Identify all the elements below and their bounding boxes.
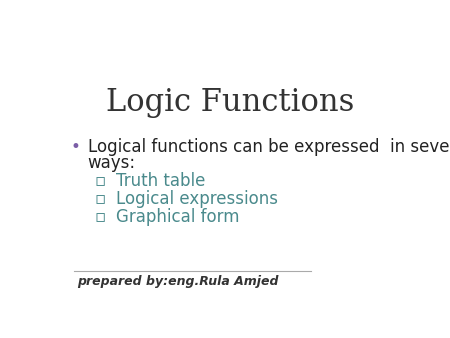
Text: Logical functions can be expressed  in several: Logical functions can be expressed in se… [88, 138, 450, 156]
Text: ▫: ▫ [94, 190, 106, 208]
Text: Truth table: Truth table [116, 172, 205, 190]
Text: Graphical form: Graphical form [116, 209, 239, 226]
Text: Logic Functions: Logic Functions [107, 88, 355, 118]
Text: ▫: ▫ [94, 172, 106, 190]
Text: prepared by:eng.Rula Amjed: prepared by:eng.Rula Amjed [77, 275, 279, 288]
Text: •: • [70, 138, 80, 156]
Text: Logical expressions: Logical expressions [116, 190, 278, 208]
Text: ▫: ▫ [94, 209, 106, 226]
Text: ways:: ways: [88, 154, 136, 172]
